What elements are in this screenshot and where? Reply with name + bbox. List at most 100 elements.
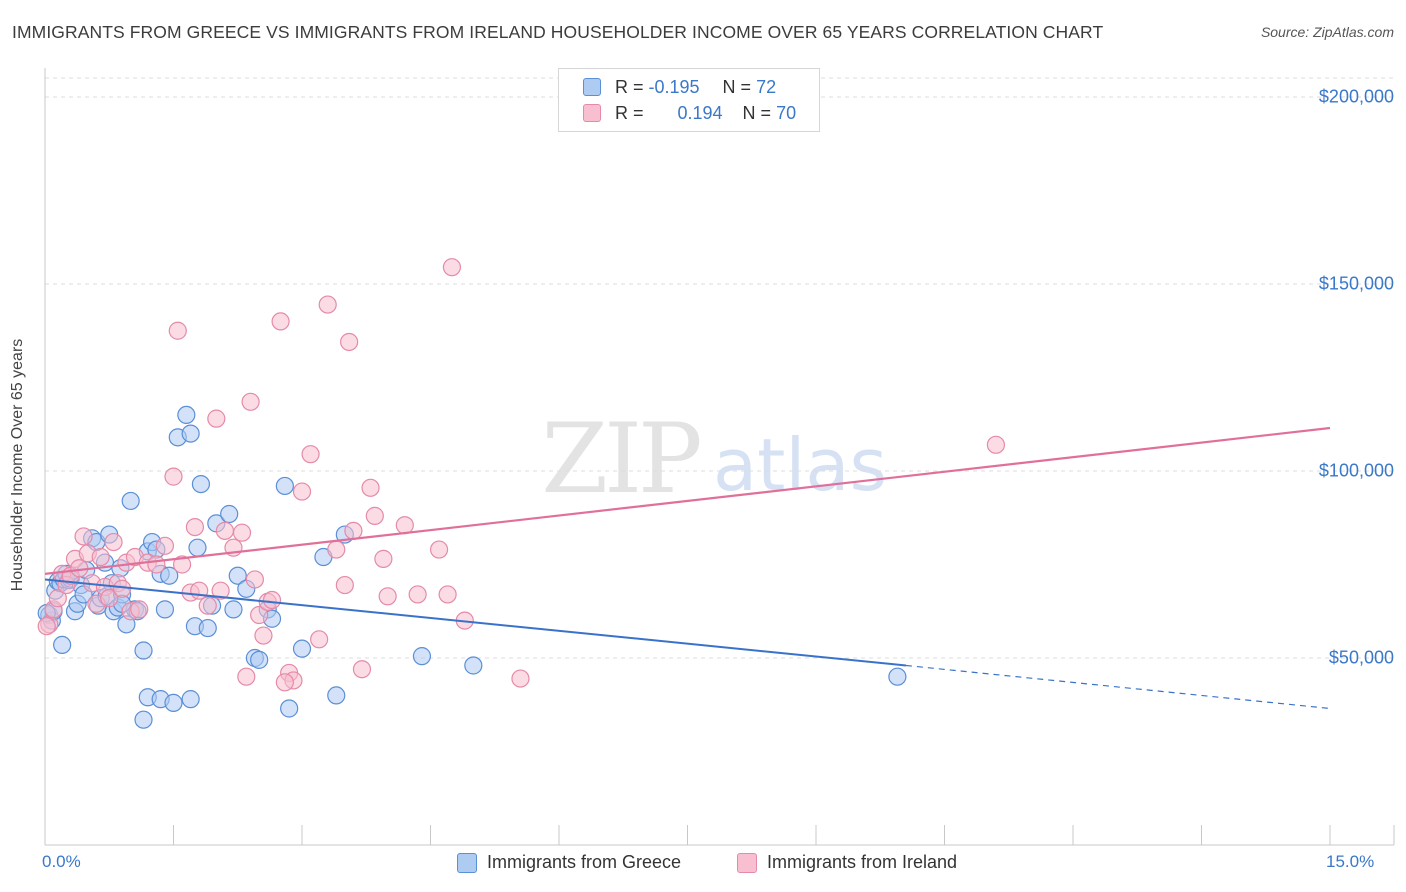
- bottom-legend-swatch-ireland: [737, 852, 757, 873]
- ireland-point: [352, 660, 372, 679]
- ireland-point: [91, 547, 110, 567]
- ireland-point: [395, 516, 414, 535]
- bottom-legend-label-ireland: Immigrants from Ireland: [767, 852, 958, 872]
- greece-point: [888, 667, 907, 686]
- ireland-point: [237, 667, 256, 686]
- greece-point: [464, 656, 483, 675]
- legend: R = -0.195 N = 72 R = 0.194 N = 70: [558, 68, 820, 132]
- ireland-point: [172, 555, 192, 574]
- ireland-point: [327, 540, 346, 559]
- watermark-atlas: atlas: [713, 423, 887, 507]
- ireland-point: [511, 669, 530, 688]
- greece-point: [164, 693, 183, 712]
- y-tick-label: $150,000: [1318, 273, 1394, 294]
- ireland-point: [232, 523, 252, 542]
- legend-swatch-ireland: [583, 104, 601, 122]
- ireland-point: [275, 673, 294, 692]
- ireland-point: [292, 482, 312, 501]
- greece-point: [134, 710, 153, 729]
- ireland-point: [185, 517, 205, 537]
- ireland-point: [211, 581, 230, 600]
- greece-point: [220, 504, 239, 524]
- legend-swatch-greece: [583, 78, 601, 96]
- greece-point: [327, 686, 346, 705]
- legend-r-label: R =: [615, 76, 644, 97]
- ireland-point: [318, 295, 337, 314]
- greece-point: [134, 641, 153, 660]
- ireland-point: [130, 600, 149, 619]
- bottom-legend-label-greece: Immigrants from Greece: [487, 852, 682, 872]
- ireland-point: [48, 589, 67, 608]
- ireland-point: [344, 521, 363, 540]
- greece-point: [275, 476, 294, 496]
- watermark-zip: ZIP: [541, 403, 700, 515]
- ireland-point: [374, 549, 393, 568]
- x-tick-label-min: 0.0%: [42, 852, 81, 871]
- ireland-point: [254, 626, 273, 645]
- legend-row-greece: R = -0.195 N = 72: [583, 75, 776, 99]
- greece-point: [224, 600, 243, 619]
- greece-point: [280, 699, 299, 718]
- ireland-point: [190, 581, 209, 600]
- greece-point: [228, 566, 247, 585]
- greece-point: [121, 491, 140, 511]
- ireland-point: [408, 585, 427, 604]
- greece-point: [181, 690, 200, 709]
- greece-point: [155, 600, 175, 619]
- bottom-legend-swatch-greece: [457, 852, 477, 873]
- trend-line-ireland: [44, 426, 1331, 575]
- greece-point: [53, 635, 72, 655]
- greece-point: [191, 474, 211, 494]
- ireland-point: [438, 585, 457, 604]
- trend-line-greece: [44, 578, 907, 667]
- legend-row-ireland: R = 0.194 N = 70: [583, 101, 796, 125]
- ireland-point: [442, 258, 462, 277]
- ireland-point: [361, 478, 380, 497]
- ireland-point: [271, 312, 290, 331]
- greece-point: [198, 618, 217, 638]
- chart-title: IMMIGRANTS FROM GREECE VS IMMIGRANTS FRO…: [12, 22, 1104, 42]
- legend-n-label: N =: [722, 76, 752, 97]
- ireland-point: [74, 527, 93, 546]
- ireland-point: [262, 590, 282, 610]
- ireland-point: [241, 392, 260, 411]
- greece-point: [177, 405, 196, 424]
- legend-n-label: N =: [742, 102, 772, 123]
- greece-point: [292, 639, 312, 658]
- axes: [44, 68, 1395, 846]
- ireland-point: [215, 521, 234, 540]
- legend-n-greece: 72: [756, 76, 777, 97]
- source-label: Source: ZipAtlas.com: [1260, 24, 1394, 40]
- ireland-point: [340, 332, 359, 352]
- y-tick-label: $100,000: [1318, 460, 1394, 481]
- legend-r-greece: -0.195: [648, 76, 700, 97]
- ireland-point: [164, 467, 183, 486]
- ireland-point: [301, 445, 320, 464]
- legend-r-label: R =: [615, 102, 644, 123]
- greece-point: [250, 650, 269, 669]
- ireland-point: [112, 579, 132, 598]
- ireland-point: [335, 575, 354, 595]
- watermark: ZIP atlas: [541, 403, 887, 515]
- ireland-point: [250, 605, 269, 625]
- greece-point: [160, 566, 179, 585]
- ireland-point: [168, 321, 187, 340]
- ireland-point: [429, 540, 449, 559]
- y-tick-label: $200,000: [1318, 86, 1394, 107]
- ireland-point: [100, 589, 119, 608]
- ireland-point: [245, 570, 264, 589]
- ireland-point: [155, 536, 175, 555]
- bottom-legend-greece: Immigrants from Greece: [457, 852, 681, 873]
- trend-lines: [44, 426, 1331, 710]
- series-ireland-points: [37, 258, 1006, 692]
- ireland-point: [198, 596, 217, 615]
- ireland-point: [207, 409, 226, 428]
- ireland-point: [147, 555, 166, 574]
- ireland-point: [310, 630, 329, 649]
- grid: [45, 77, 1394, 659]
- greece-point: [412, 647, 432, 666]
- y-tick-label: $50,000: [1328, 647, 1394, 668]
- ireland-point: [378, 587, 397, 606]
- bottom-legend-ireland: Immigrants from Ireland: [737, 852, 957, 873]
